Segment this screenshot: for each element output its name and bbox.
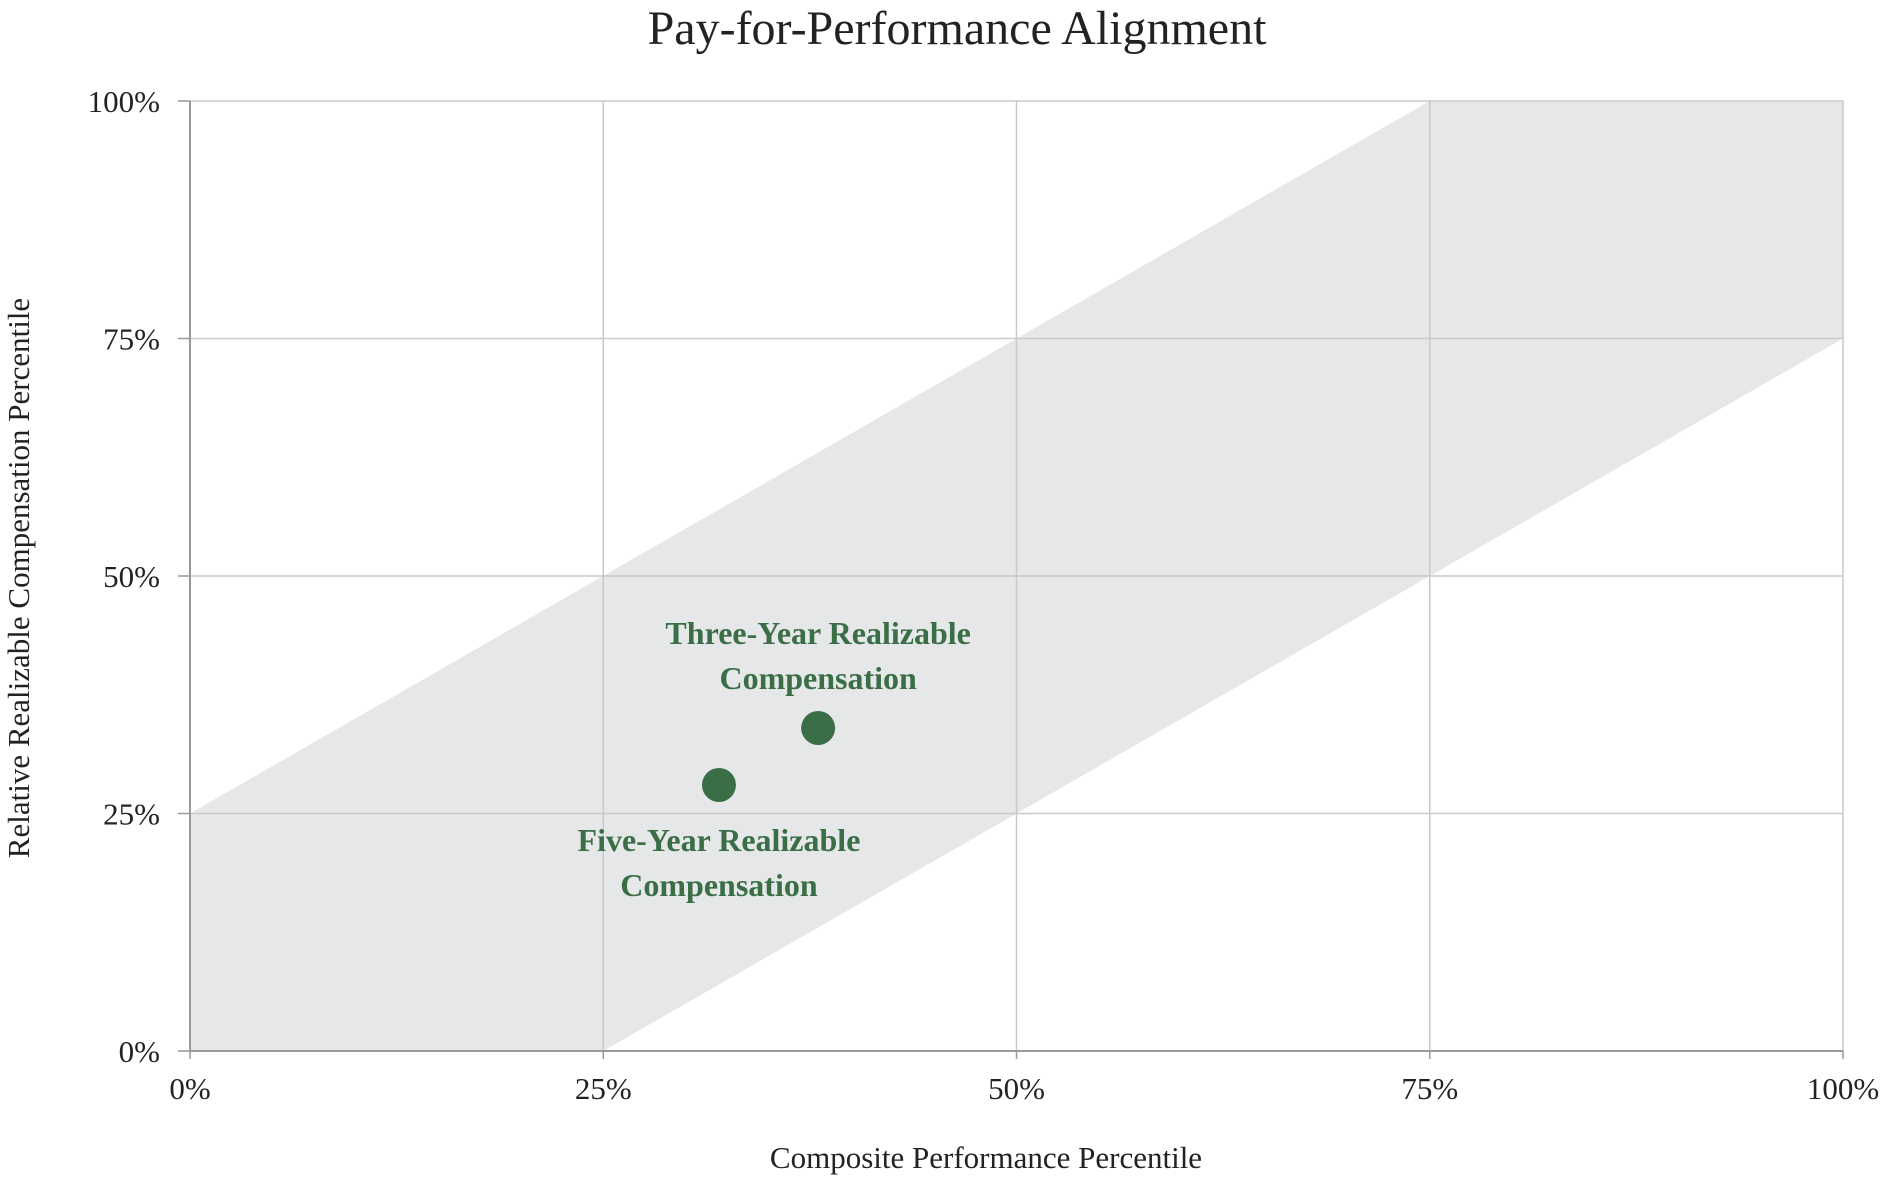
y-tick-label: 25% bbox=[103, 797, 160, 832]
data-label: Compensation bbox=[719, 660, 917, 696]
data-label: Five-Year Realizable bbox=[578, 822, 861, 858]
data-point bbox=[801, 711, 836, 745]
y-tick-label: 100% bbox=[88, 84, 160, 119]
data-label: Compensation bbox=[620, 867, 818, 903]
x-tick-label: 100% bbox=[1807, 1071, 1879, 1106]
x-tick-label: 25% bbox=[575, 1071, 632, 1106]
x-tick-label: 50% bbox=[988, 1071, 1045, 1106]
plot-area: 0% 0% 25% 25% 50% 50% 75% 75% 100% 100% Three-Year… bbox=[88, 84, 1879, 1106]
chart-title: Pay-for-Performance Alignment bbox=[648, 2, 1268, 55]
y-tick-label: 50% bbox=[103, 559, 160, 594]
x-axis-label: Composite Performance Percentile bbox=[770, 1140, 1202, 1175]
data-point bbox=[701, 768, 736, 802]
x-tick-label: 0% bbox=[169, 1071, 210, 1106]
y-tick-label: 0% bbox=[119, 1034, 160, 1069]
data-label: Three-Year Realizable bbox=[665, 615, 970, 651]
y-axis-label: Relative Realizable Compensation Percent… bbox=[1, 298, 36, 858]
x-tick-label: 75% bbox=[1401, 1071, 1458, 1106]
y-tick-label: 75% bbox=[103, 322, 160, 357]
